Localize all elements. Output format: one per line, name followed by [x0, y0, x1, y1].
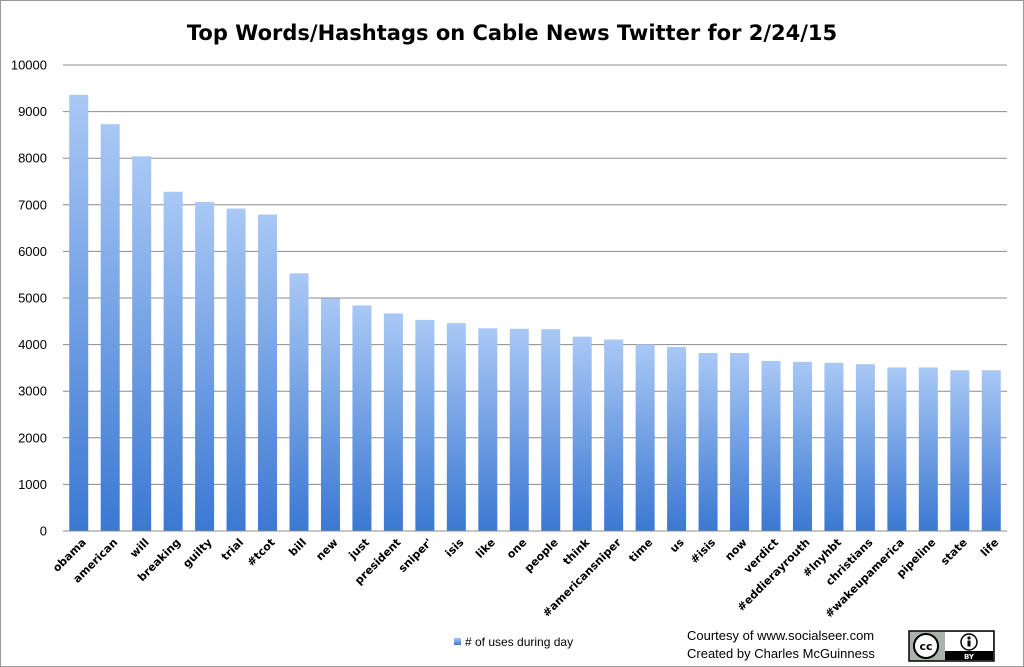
credits: Courtesy of www.socialseer.com Created b…: [687, 628, 875, 661]
x-tick-label: will: [127, 536, 151, 560]
bar-just: [352, 305, 372, 531]
x-tick-label: now: [722, 536, 749, 563]
bar-obama: [69, 94, 89, 531]
y-tick-label: 3000: [18, 384, 47, 399]
y-tick-label: 1000: [18, 477, 47, 492]
bar-people: [541, 329, 561, 531]
bar-americansniper: [604, 339, 624, 531]
y-tick-label: 5000: [18, 291, 47, 306]
bar-state: [950, 370, 970, 531]
bar-president: [383, 313, 403, 531]
y-tick-label: 10000: [11, 58, 47, 73]
grid-lines: [63, 64, 1007, 532]
x-tick-label: people: [522, 536, 561, 575]
bar-bill: [289, 273, 309, 531]
x-tick-label: #tcot: [245, 536, 278, 569]
bar-sniper: [415, 319, 435, 531]
y-tick-label: 8000: [18, 151, 47, 166]
y-tick-label: 0: [40, 524, 47, 539]
creative-commons-by-icon[interactable]: cc BY: [908, 630, 995, 662]
bar-will: [132, 156, 152, 531]
legend-swatch: [454, 638, 461, 645]
x-tick-label: isis: [443, 536, 467, 560]
y-tick-label: 6000: [18, 244, 47, 259]
bar-wakeupamerica: [887, 367, 907, 531]
bar-guilty: [195, 202, 215, 531]
y-axis: 0 1000 2000 3000 4000 5000 6000 7000 8000 9000 100…: [11, 58, 47, 539]
x-tick-label: bill: [286, 536, 309, 559]
bar-verdict: [761, 360, 781, 531]
bar-life: [981, 370, 1001, 531]
bars: [69, 94, 1001, 531]
bar-isis: [446, 323, 466, 531]
bar-eddierayrouth: [792, 361, 812, 531]
credit-courtesy: Courtesy of www.socialseer.com: [687, 628, 874, 643]
y-tick-label: 2000: [18, 430, 47, 445]
bar-christians: [855, 364, 875, 531]
bar-one: [509, 328, 529, 531]
bar-breaking: [163, 191, 183, 531]
x-tick-label: state: [938, 536, 970, 568]
legend: # of uses during day: [454, 635, 573, 649]
bar-lnyhbt: [824, 362, 844, 531]
by-text: BY: [964, 653, 975, 661]
x-tick-label: #isis: [688, 536, 719, 567]
y-tick-label: 4000: [18, 337, 47, 352]
cc-text: cc: [919, 640, 932, 653]
x-tick-label: one: [504, 536, 529, 561]
x-tick-label: sniper': [396, 536, 435, 575]
x-tick-label: just: [346, 536, 372, 562]
bar-trial: [226, 208, 246, 531]
y-tick-label: 7000: [18, 197, 47, 212]
bar-pipeline: [918, 367, 938, 531]
bar-now: [730, 352, 750, 531]
legend-label: # of uses during day: [465, 635, 573, 649]
bar-isis: [698, 352, 718, 531]
bar-think: [572, 336, 592, 531]
x-tick-label: new: [313, 536, 340, 563]
chart-title: Top Words/Hashtags on Cable News Twitter…: [187, 21, 837, 45]
x-tick-label: guilty: [180, 536, 214, 570]
credit-author: Created by Charles McGuinness: [687, 646, 875, 661]
x-tick-label: life: [978, 536, 1001, 559]
x-tick-label: trial: [219, 536, 246, 563]
x-tick-label: like: [473, 536, 498, 561]
bar-new: [320, 298, 340, 531]
bar-tcot: [258, 214, 278, 531]
y-tick-label: 9000: [18, 104, 47, 119]
x-tick-label: us: [667, 536, 687, 556]
bar-like: [478, 328, 498, 531]
x-tick-label: time: [626, 536, 655, 565]
bar-time: [635, 344, 655, 531]
bar-us: [667, 346, 687, 531]
bar-american: [100, 124, 120, 531]
